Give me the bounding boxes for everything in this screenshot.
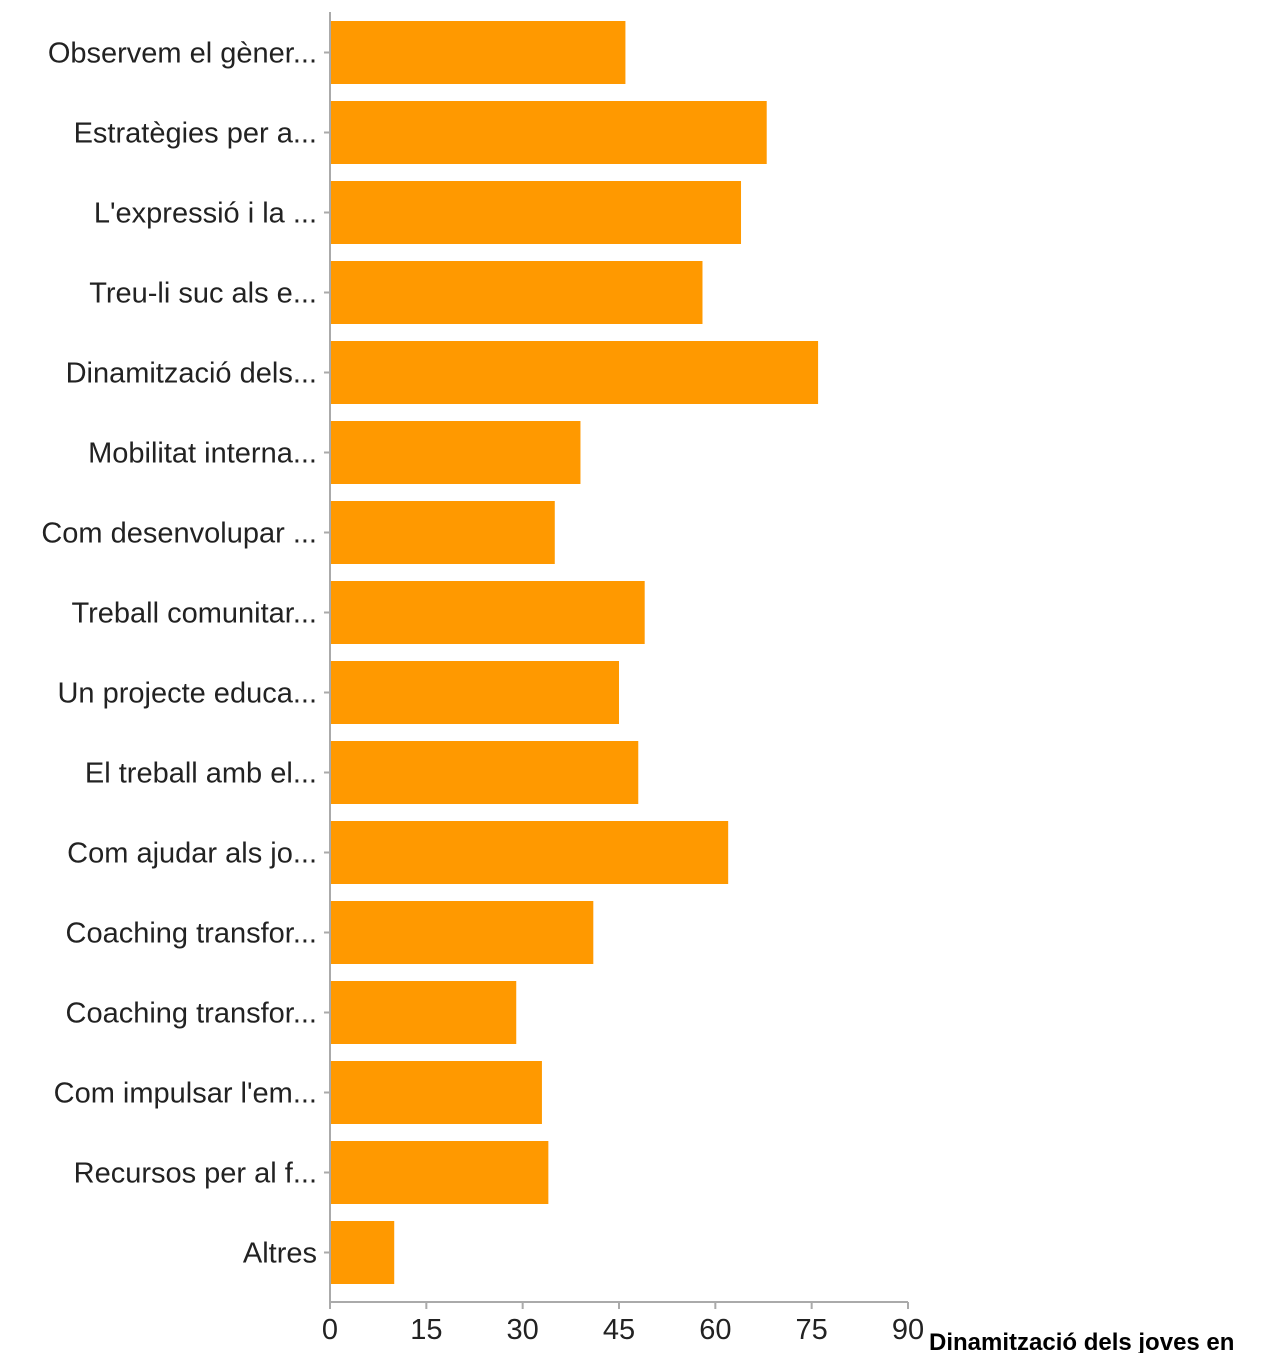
- category-label: Observem el gèner...: [48, 38, 317, 70]
- category-label: Mobilitat interna...: [88, 438, 317, 470]
- x-tick-label: 30: [507, 1314, 539, 1346]
- chart-caption: Dinamització dels joves en: [929, 1329, 1234, 1353]
- category-label: Un projecte educa...: [57, 678, 317, 710]
- category-label: Treu-li suc als e...: [89, 278, 317, 310]
- bar: [331, 421, 581, 484]
- category-label: Com impulsar l'em...: [54, 1078, 317, 1110]
- bar: [331, 21, 626, 84]
- x-tick-label: 60: [699, 1314, 731, 1346]
- category-label: Com ajudar als jo...: [67, 838, 317, 870]
- category-label: Recursos per al f...: [74, 1158, 317, 1190]
- bars-layer: [331, 21, 819, 1284]
- bar: [331, 1221, 395, 1284]
- bar: [331, 501, 555, 564]
- bar: [331, 1141, 549, 1204]
- category-label: Dinamització dels...: [66, 358, 317, 390]
- bar: [331, 901, 594, 964]
- bar: [331, 181, 742, 244]
- category-label: Com desenvolupar ...: [41, 518, 317, 550]
- bar: [331, 821, 729, 884]
- category-label: Coaching transfor...: [66, 998, 317, 1030]
- bar: [331, 741, 639, 804]
- x-tick-label: 0: [322, 1314, 338, 1346]
- axis-layer: Observem el gèner... Estratègies per a...…: [41, 12, 924, 1346]
- bar: [331, 581, 645, 644]
- category-label: Coaching transfor...: [66, 918, 317, 950]
- x-tick-label: 75: [796, 1314, 828, 1346]
- bar: [331, 341, 819, 404]
- bar: [331, 261, 703, 324]
- category-label: Estratègies per a...: [74, 118, 317, 150]
- bar: [331, 101, 767, 164]
- category-label: L'expressió i la ...: [94, 198, 317, 230]
- bar: [331, 981, 517, 1044]
- x-tick-label: 90: [892, 1314, 924, 1346]
- x-tick-label: 45: [603, 1314, 635, 1346]
- category-label: El treball amb el...: [85, 758, 317, 790]
- category-label: Altres: [243, 1238, 317, 1270]
- bar: [331, 1061, 542, 1124]
- bar: [331, 661, 619, 724]
- category-label: Treball comunitar...: [71, 598, 317, 630]
- x-tick-label: 15: [410, 1314, 442, 1346]
